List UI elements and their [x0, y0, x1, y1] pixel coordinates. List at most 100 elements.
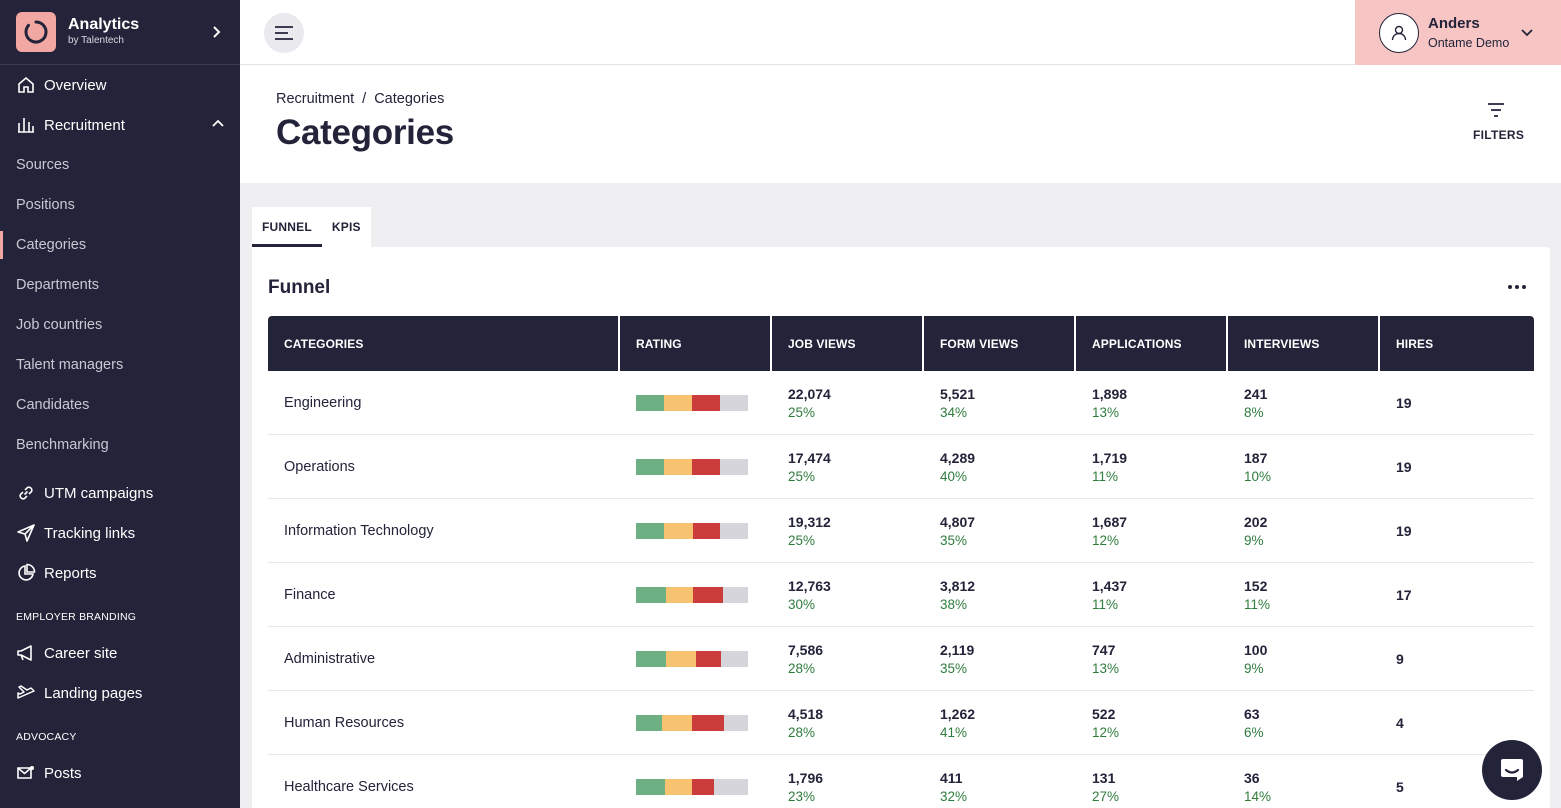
brand-header[interactable]: Analytics by Talentech [0, 0, 240, 65]
sidebar-item-landing-pages[interactable]: Landing pages [0, 673, 240, 713]
sidebar-item-label: Landing pages [44, 684, 143, 702]
column-header-applications[interactable]: APPLICATIONS [1076, 316, 1228, 371]
rating-segment [720, 394, 748, 411]
job-views-rate: 28% [788, 724, 816, 740]
chevron-right-icon[interactable] [208, 24, 224, 40]
interviews-rate: 9% [1244, 532, 1264, 548]
sidebar-item-label: Candidates [16, 397, 90, 413]
category-name[interactable]: Operations [268, 435, 620, 499]
sidebar-item-sources[interactable]: Sources [0, 145, 240, 185]
column-header-categories[interactable]: CATEGORIES [268, 316, 620, 371]
page-title: Categories [276, 113, 454, 152]
sidebar-item-categories[interactable]: Categories [0, 225, 240, 265]
rating-segment [636, 522, 664, 539]
column-header-form-views[interactable]: FORM VIEWS [924, 316, 1076, 371]
tab-funnel[interactable]: FUNNEL [252, 207, 322, 247]
category-name[interactable]: Engineering [268, 371, 620, 435]
sidebar-item-positions[interactable]: Positions [0, 185, 240, 225]
form-views-rate: 35% [940, 532, 968, 548]
job-views-rate: 25% [788, 404, 816, 420]
funnel-table: CATEGORIES RATING JOB VIEWS FORM VIEWS A… [268, 316, 1534, 808]
chevron-up-icon [212, 117, 224, 134]
applications-cell: 1,898 13% [1076, 371, 1228, 435]
menu-toggle-button[interactable] [264, 13, 304, 53]
column-header-hires[interactable]: HIRES [1380, 316, 1534, 371]
sidebar-item-tracking-links[interactable]: Tracking links [0, 513, 240, 553]
category-name[interactable]: Administrative [268, 627, 620, 691]
table-row[interactable]: Information Technology 19,312 25% 4,807 35% 1… [268, 499, 1534, 563]
user-menu[interactable]: Anders Ontame Demo [1355, 0, 1561, 65]
sidebar-item-label: Recruitment [44, 116, 125, 134]
sidebar-item-reports[interactable]: Reports [0, 553, 240, 593]
sidebar-item-candidates[interactable]: Candidates [0, 385, 240, 425]
interviews-rate: 11% [1244, 596, 1271, 612]
help-chat-button[interactable] [1482, 740, 1542, 800]
sidebar-item-posts[interactable]: Posts [0, 753, 240, 793]
more-options-icon[interactable] [1508, 285, 1526, 289]
form-views-rate: 32% [940, 788, 968, 804]
sidebar-item-talent-managers[interactable]: Talent managers [0, 345, 240, 385]
applications-value: 1,437 [1092, 577, 1128, 594]
analytics-logo-icon [16, 12, 56, 52]
sidebar-item-overview[interactable]: Overview [0, 65, 240, 105]
job-views-value: 12,763 [788, 577, 831, 594]
rating-segment [664, 522, 694, 539]
category-name[interactable]: Human Resources [268, 691, 620, 755]
category-name[interactable]: Information Technology [268, 499, 620, 563]
rating-segment [693, 522, 720, 539]
column-header-interviews[interactable]: INTERVIEWS [1228, 316, 1380, 371]
form-views-rate: 40% [940, 468, 968, 484]
form-views-rate: 34% [940, 404, 968, 420]
rating-segment [714, 778, 748, 795]
table-row[interactable]: Engineering 22,074 25% 5,521 34% 1,898 13% 241 8… [268, 371, 1534, 435]
rating-segment [636, 650, 667, 667]
interviews-value: 187 [1244, 449, 1268, 466]
column-header-job-views[interactable]: JOB VIEWS [772, 316, 924, 371]
applications-cell: 1,687 12% [1076, 499, 1228, 563]
column-header-rating[interactable]: RATING [620, 316, 772, 371]
rating-bar [636, 650, 748, 667]
user-org: Ontame Demo [1428, 35, 1510, 50]
applications-rate: 11% [1092, 596, 1119, 612]
interviews-cell: 187 10% [1228, 435, 1380, 499]
job-views-cell: 22,074 25% [772, 371, 924, 435]
job-views-rate: 23% [788, 788, 816, 804]
sidebar-item-benchmarking[interactable]: Benchmarking [0, 425, 240, 465]
hires-value: 9 [1380, 627, 1534, 691]
sidebar-item-career-site[interactable]: Career site [0, 633, 240, 673]
rating-segment [691, 778, 715, 795]
table-row[interactable]: Administrative 7,586 28% 2,119 35% 747 13% 100 9… [268, 627, 1534, 691]
hamburger-icon [275, 26, 293, 40]
table-row[interactable]: Healthcare Services 1,796 23% 411 32% 131 27% 3… [268, 755, 1534, 808]
sidebar-item-job-countries[interactable]: Job countries [0, 305, 240, 345]
bar-chart-icon [16, 115, 36, 135]
applications-cell: 1,437 11% [1076, 563, 1228, 627]
table-row[interactable]: Human Resources 4,518 28% 1,262 41% 522 12% 63 6… [268, 691, 1534, 755]
rating-bar [636, 714, 748, 731]
table-header-row: CATEGORIES RATING JOB VIEWS FORM VIEWS A… [268, 316, 1534, 371]
rating-segment [636, 714, 662, 731]
breadcrumb-recruitment[interactable]: Recruitment [276, 91, 355, 107]
filters-button[interactable]: FILTERS [1473, 103, 1524, 142]
category-name[interactable]: Healthcare Services [268, 755, 620, 808]
job-views-value: 22,074 [788, 385, 831, 402]
rating-cell [620, 499, 772, 563]
tab-kpis[interactable]: KPIS [321, 207, 371, 247]
sidebar-item-recruitment[interactable]: Recruitment [0, 105, 240, 145]
sidebar-item-departments[interactable]: Departments [0, 265, 240, 305]
table-row[interactable]: Operations 17,474 25% 4,289 40% 1,719 11% 187 10… [268, 435, 1534, 499]
form-views-cell: 1,262 41% [924, 691, 1076, 755]
rating-bar [636, 586, 748, 603]
sidebar-item-utm-campaigns[interactable]: UTM campaigns [0, 473, 240, 513]
rating-segment [720, 458, 748, 475]
category-name[interactable]: Finance [268, 563, 620, 627]
sidebar-item-label: Job countries [16, 317, 103, 333]
form-views-cell: 4,807 35% [924, 499, 1076, 563]
table-row[interactable]: Finance 12,763 30% 3,812 38% 1,437 11% 152 11% 17 [268, 563, 1534, 627]
rating-segment [664, 394, 692, 411]
applications-value: 1,719 [1092, 449, 1128, 466]
form-views-value: 4,289 [940, 449, 976, 466]
sidebar-item-label: Talent managers [16, 357, 124, 373]
job-views-rate: 25% [788, 532, 816, 548]
applications-value: 1,687 [1092, 513, 1128, 530]
